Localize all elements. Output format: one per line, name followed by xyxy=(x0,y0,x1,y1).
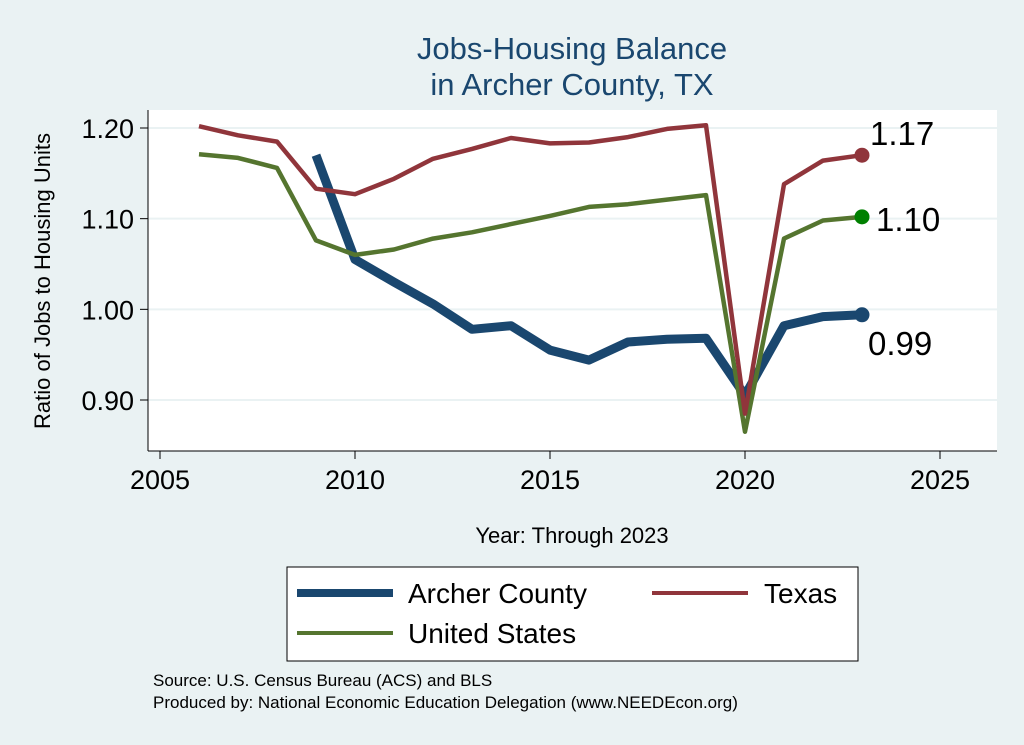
legend-label-archer-county: Archer County xyxy=(408,578,587,609)
end-label-archer-county: 0.99 xyxy=(868,325,932,362)
y-tick-label-1: 1.00 xyxy=(81,295,134,325)
legend-label-texas: Texas xyxy=(764,578,837,609)
y-axis-ticks: 0.90 1.00 1.10 1.20 xyxy=(81,114,148,416)
source-line1: Source: U.S. Census Bureau (ACS) and BLS xyxy=(153,671,492,690)
end-label-united-states: 1.10 xyxy=(876,201,940,238)
x-tick-label-1: 2010 xyxy=(325,465,385,495)
y-axis-title: Ratio of Jobs to Housing Units xyxy=(30,133,55,429)
source-line2: Produced by: National Economic Education… xyxy=(153,693,738,712)
x-tick-label-0: 2005 xyxy=(130,465,190,495)
end-marker-united-states xyxy=(854,209,870,225)
x-tick-label-2: 2015 xyxy=(520,465,580,495)
end-label-texas: 1.17 xyxy=(870,115,934,152)
series-group xyxy=(198,123,863,434)
end-marker-texas xyxy=(854,147,870,163)
y-tick-label-3: 1.20 xyxy=(81,114,134,144)
series-line-united-states xyxy=(198,152,863,434)
end-marker-archer-county xyxy=(854,307,870,323)
series-line-texas xyxy=(198,123,863,416)
x-tick-label-4: 2025 xyxy=(910,465,970,495)
x-axis-title: Year: Through 2023 xyxy=(475,523,668,548)
y-tick-label-0: 0.90 xyxy=(81,386,134,416)
chart-title-line2: in Archer County, TX xyxy=(430,67,713,102)
plot-area xyxy=(148,110,997,451)
legend-box xyxy=(286,566,859,662)
x-tick-label-3: 2020 xyxy=(715,465,775,495)
legend: Archer County Texas United States xyxy=(286,566,859,662)
end-labels: 0.99 1.17 1.10 xyxy=(854,115,940,362)
x-axis-ticks: 2005 2010 2015 2020 2025 xyxy=(130,451,970,495)
chart-title-line1: Jobs-Housing Balance xyxy=(417,31,727,66)
legend-label-united-states: United States xyxy=(408,618,576,649)
series-line-archer-county xyxy=(311,153,863,400)
y-tick-label-2: 1.10 xyxy=(81,205,134,235)
